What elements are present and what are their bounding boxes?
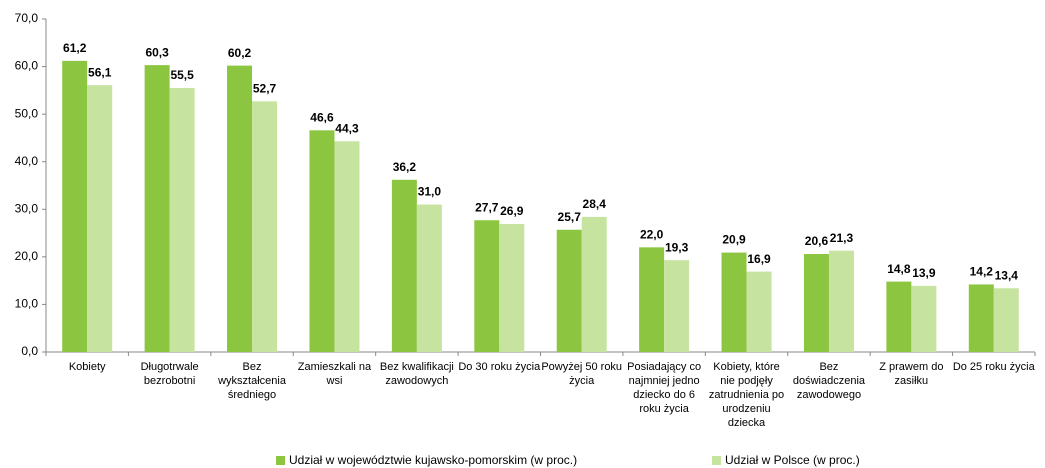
data-label: 60,2 xyxy=(228,46,252,60)
data-label: 22,0 xyxy=(640,228,664,242)
bar xyxy=(721,252,747,352)
bar xyxy=(87,85,113,353)
y-tick-label: 0,0 xyxy=(21,344,38,358)
x-tick-label: Bez doświadczenia zawodowego xyxy=(792,361,866,401)
x-tick-label: Do 25 roku życia xyxy=(952,361,1035,373)
y-tick-label: 30,0 xyxy=(15,201,39,215)
data-label: 52,7 xyxy=(253,81,277,95)
bar xyxy=(499,224,525,352)
y-tick-label: 70,0 xyxy=(15,11,39,25)
data-label: 56,1 xyxy=(88,65,112,79)
legend-swatch xyxy=(712,455,721,465)
bar xyxy=(968,284,994,352)
bar xyxy=(746,271,772,352)
data-label: 13,4 xyxy=(995,268,1019,282)
bar xyxy=(581,216,607,352)
data-label: 60,3 xyxy=(145,45,169,59)
data-label: 31,0 xyxy=(418,185,442,199)
data-label: 36,2 xyxy=(393,160,417,174)
bar xyxy=(828,250,854,352)
x-tick-label: Z prawem do zasiłku xyxy=(879,361,944,387)
bar xyxy=(227,65,253,353)
data-label: 14,2 xyxy=(970,265,994,279)
x-tick-label: Zamieszkali na wsi xyxy=(297,361,372,387)
x-tick-label: Kobiety, które nie podjęły zatrudnienia … xyxy=(708,361,785,429)
data-label: 27,7 xyxy=(475,200,499,214)
legend-label: Udział w województwie kujawsko-pomorskim… xyxy=(289,453,578,467)
bar xyxy=(169,87,195,352)
data-label: 46,6 xyxy=(310,110,334,124)
bar xyxy=(62,60,88,353)
bar xyxy=(803,254,829,352)
legend-item: Udział w Polsce (w proc.) xyxy=(712,453,860,467)
x-tick-label: Do 30 roku życia xyxy=(458,361,541,373)
bar xyxy=(416,204,442,352)
data-label: 20,6 xyxy=(805,234,829,248)
data-label: 20,9 xyxy=(722,233,746,247)
y-tick-label: 40,0 xyxy=(15,154,39,168)
legend-label: Udział w Polsce (w proc.) xyxy=(725,453,860,467)
y-tick-label: 60,0 xyxy=(15,59,39,73)
bar xyxy=(252,101,278,352)
data-label: 28,4 xyxy=(583,197,607,211)
bar xyxy=(886,281,912,352)
bar xyxy=(911,285,937,352)
data-label: 19,3 xyxy=(665,240,689,254)
y-tick-label: 50,0 xyxy=(15,106,39,120)
x-tick-label: Powyżej 50 roku życia xyxy=(541,361,623,387)
data-label: 26,9 xyxy=(500,204,524,218)
bar xyxy=(664,260,690,352)
bar xyxy=(993,288,1019,352)
x-tick-label: Długotrwale bezrobotni xyxy=(140,361,199,387)
data-label: 13,9 xyxy=(912,266,936,280)
data-label: 21,3 xyxy=(830,231,854,245)
bar xyxy=(474,220,500,352)
y-tick-label: 20,0 xyxy=(15,249,39,263)
data-label: 61,2 xyxy=(63,41,87,55)
data-label: 25,7 xyxy=(558,210,582,224)
bar xyxy=(309,130,335,352)
data-label: 14,8 xyxy=(887,262,911,276)
x-tick-label: Bez kwalifikacji zawodowych xyxy=(379,361,454,387)
bar xyxy=(144,65,170,352)
legend-item: Udział w województwie kujawsko-pomorskim… xyxy=(276,453,577,467)
x-tick-label: Kobiety xyxy=(68,361,106,373)
data-label: 55,5 xyxy=(170,68,194,82)
y-tick-label: 10,0 xyxy=(15,297,39,311)
x-tick-label: Bez wykształcenia średniego xyxy=(218,361,286,401)
legend-swatch xyxy=(276,455,285,465)
x-tick-label: Posiadający co najmniej jedno dziecko do… xyxy=(627,361,702,415)
data-label: 44,3 xyxy=(335,121,359,135)
bar xyxy=(391,179,417,352)
bar xyxy=(334,141,360,352)
bar xyxy=(556,229,582,352)
bar xyxy=(639,247,665,352)
data-label: 16,9 xyxy=(747,252,771,266)
